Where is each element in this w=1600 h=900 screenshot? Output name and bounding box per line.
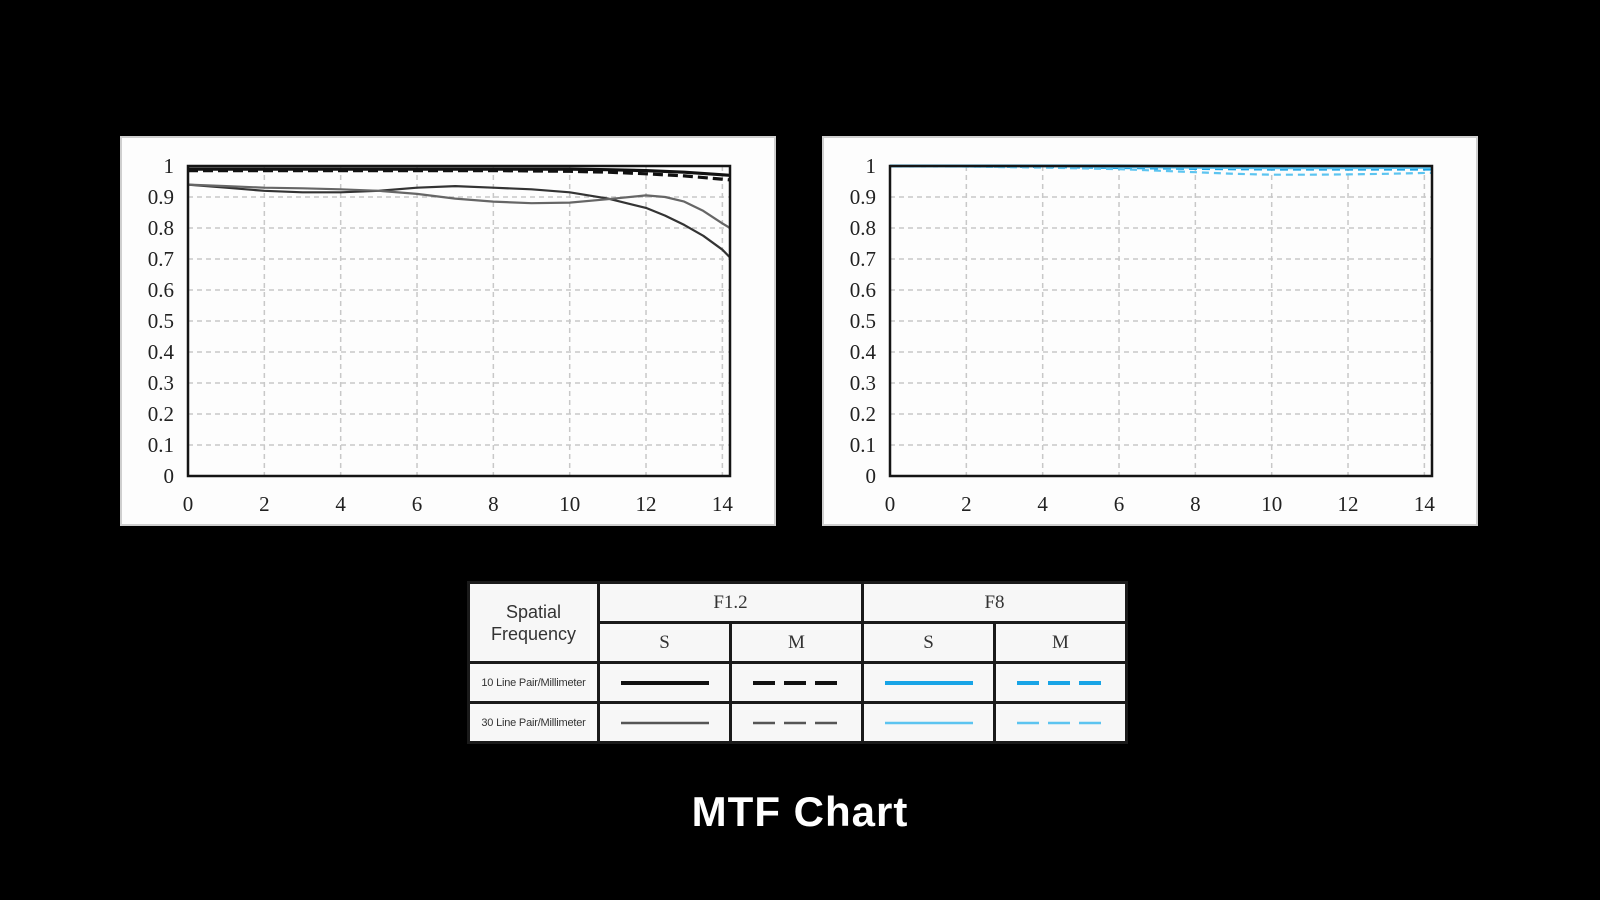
y-tick-label: 0.2	[148, 402, 174, 426]
mtf-chart-f1-2: 0 2 4 6 8 10 12 14 0 0.1 0.2 0.3 0.4 0.5 0.6 0.7 0.8 0.9 1	[120, 136, 776, 526]
y-tick-label: 1	[866, 154, 877, 178]
column-s-f8: S	[861, 621, 996, 664]
legend-line-swatch	[1016, 680, 1105, 685]
x-tick-label: 10	[1261, 492, 1282, 516]
series-line-f1-2-2	[187, 183, 731, 259]
x-tick-label: 4	[1037, 492, 1048, 516]
swatch-30lp-f1-2-m	[729, 701, 864, 744]
legend-row-10lp: 10 Line Pair/Millimeter	[467, 661, 1128, 704]
row-label-10lp: 10 Line Pair/Millimeter	[467, 661, 600, 704]
y-tick-label: 0.6	[148, 278, 174, 302]
spatial-frequency-header: Spatial Frequency	[467, 581, 600, 664]
swatch-10lp-f1-2-m	[729, 661, 864, 704]
legend-line-swatch	[620, 680, 709, 685]
y-tick-label: 0.7	[850, 247, 876, 271]
legend-line-swatch	[620, 721, 709, 724]
row-label-30lp: 30 Line Pair/Millimeter	[467, 701, 600, 744]
y-tick-label: 0.8	[850, 216, 876, 240]
legend-line-swatch	[1016, 721, 1105, 724]
legend-line-swatch	[884, 680, 973, 685]
x-tick-label: 4	[335, 492, 346, 516]
y-tick-label: 0.3	[148, 371, 174, 395]
swatch-30lp-f8-s	[861, 701, 996, 744]
y-tick-label: 0.9	[850, 185, 876, 209]
plot-frame	[888, 164, 1434, 478]
x-tick-label: 12	[1338, 492, 1359, 516]
y-tick-label: 0	[164, 464, 175, 488]
x-tick-label: 6	[1114, 492, 1125, 516]
legend-line-swatch	[884, 721, 973, 724]
y-tick-label: 0.1	[148, 433, 174, 457]
x-tick-label: 10	[559, 492, 580, 516]
column-m-f8: M	[993, 621, 1128, 664]
x-tick-label: 2	[961, 492, 972, 516]
y-tick-label: 0.8	[148, 216, 174, 240]
series-line-f1-2-1	[188, 168, 731, 182]
chart-title: MTF Chart	[691, 788, 909, 835]
spatial-frequency-label: Spatial Frequency	[490, 601, 577, 644]
x-tick-label: 0	[885, 492, 896, 516]
mtf-plot-f8: 0 2 4 6 8 10 12 14 0 0.1 0.2 0.3 0.4 0.5 0.6 0.7 0.8 0.9 1	[850, 154, 1436, 516]
y-tick-label: 0.5	[148, 309, 174, 333]
column-s-f1-2: S	[597, 621, 732, 664]
y-tick-label: 0	[866, 464, 877, 488]
y-tick-label: 0.1	[850, 433, 876, 457]
y-tick-label: 0.5	[850, 309, 876, 333]
swatch-10lp-f1-2-s	[597, 661, 732, 704]
swatch-10lp-f8-m	[993, 661, 1128, 704]
mtf-plot-f1-2: 0 2 4 6 8 10 12 14 0 0.1 0.2 0.3 0.4 0.5 0.6 0.7 0.8 0.9 1	[148, 154, 734, 516]
swatch-30lp-f1-2-s	[597, 701, 732, 744]
column-m-f1-2: M	[729, 621, 864, 664]
y-tick-label: 1	[164, 154, 175, 178]
aperture-header-f8: F8	[861, 581, 1128, 624]
x-tick-label: 0	[183, 492, 194, 516]
x-tick-label: 14	[712, 492, 734, 516]
x-tick-label: 2	[259, 492, 270, 516]
legend-table: Spatial Frequency F1.2 F8 S M S M 10 Lin…	[467, 581, 1128, 744]
x-tick-label: 12	[636, 492, 657, 516]
series-line-f8-3	[889, 164, 1433, 176]
x-tick-label: 14	[1414, 492, 1436, 516]
mtf-chart-f8: 0 2 4 6 8 10 12 14 0 0.1 0.2 0.3 0.4 0.5 0.6 0.7 0.8 0.9 1	[822, 136, 1478, 526]
y-tick-label: 0.3	[850, 371, 876, 395]
x-tick-label: 8	[488, 492, 499, 516]
y-tick-label: 0.4	[850, 340, 877, 364]
y-tick-label: 0.2	[850, 402, 876, 426]
x-tick-label: 6	[412, 492, 423, 516]
series-line-f1-2-3	[187, 183, 731, 229]
swatch-30lp-f8-m	[993, 701, 1128, 744]
y-tick-label: 0.6	[850, 278, 876, 302]
legend-line-swatch	[752, 721, 841, 724]
legend-line-swatch	[752, 680, 841, 685]
aperture-header-f1-2: F1.2	[597, 581, 864, 624]
y-tick-label: 0.9	[148, 185, 174, 209]
plot-frame	[186, 164, 732, 478]
y-tick-label: 0.7	[148, 247, 174, 271]
y-tick-label: 0.4	[148, 340, 175, 364]
swatch-10lp-f8-s	[861, 661, 996, 704]
x-tick-label: 8	[1190, 492, 1201, 516]
legend-row-30lp: 30 Line Pair/Millimeter	[467, 701, 1128, 744]
